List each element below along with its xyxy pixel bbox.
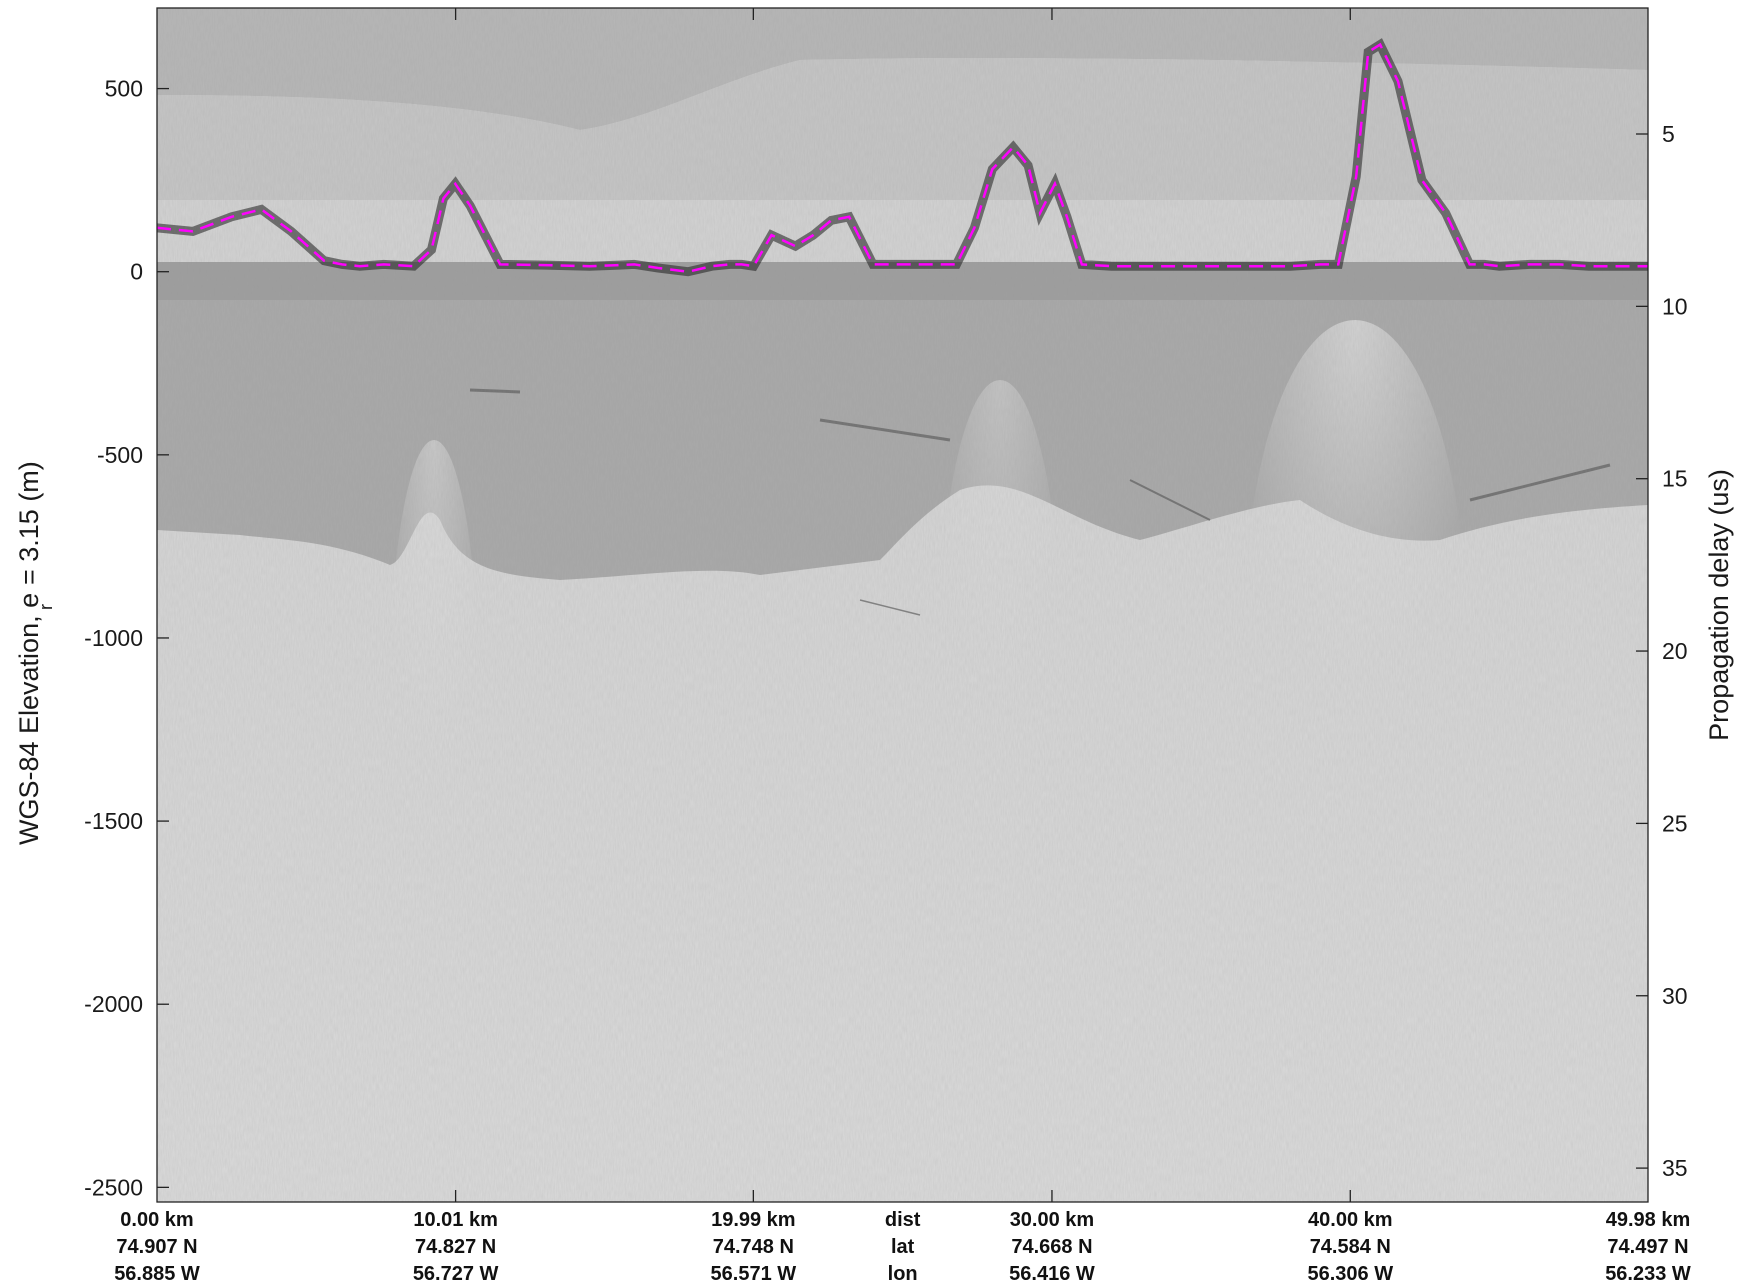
x-label-dist: 49.98 km [1606,1209,1691,1231]
left-axis-ticks: 500 0 -500 -1000 -1500 -2000 -2500 [84,76,169,1200]
x-axis-labels: 0.00 km 74.907 N 56.885 W 10.01 km 74.827 N 5… [114,1209,1691,1281]
x-label-dist: 10.01 km [413,1209,498,1231]
x-label-lat: 74.827 N [415,1236,496,1258]
x-label-dist: 30.00 km [1010,1209,1095,1231]
left-tick-label: 0 [130,259,143,285]
right-tick-label: 5 [1662,121,1675,147]
left-tick-label: -500 [97,442,143,468]
right-tick-label: 30 [1662,983,1688,1009]
x-row-name: lat [891,1236,915,1258]
left-axis-label: WGS-84 Elevation, e [14,593,44,845]
x-label-lat: 74.584 N [1310,1236,1391,1258]
right-tick-label: 10 [1662,293,1688,319]
left-tick-label: -1000 [84,625,143,651]
surface-pick-line [157,42,1648,273]
x-label-lat: 74.907 N [116,1236,197,1258]
x-label-lat: 74.668 N [1011,1236,1092,1258]
right-axis-label: Propagation delay (us) [1704,469,1734,741]
x-label-lon: 56.727 W [413,1263,499,1281]
left-tick-label: 500 [105,76,143,102]
right-tick-label: 35 [1662,1155,1688,1181]
right-axis-ticks: 5 10 15 20 25 30 35 [1636,121,1688,1181]
x-label-lat: 74.497 N [1607,1236,1688,1258]
left-tick-label: -1500 [84,808,143,834]
x-label-dist: 40.00 km [1308,1209,1393,1231]
radar-image [157,8,1648,1202]
x-label-lon: 56.233 W [1605,1263,1691,1281]
x-row-name: dist [885,1209,921,1231]
left-axis-label-suffix: = 3.15 (m) [14,461,44,585]
x-label-dist: 0.00 km [120,1209,193,1231]
x-label-lon: 56.885 W [114,1263,200,1281]
x-label-lon: 56.416 W [1009,1263,1095,1281]
x-label-lon: 56.571 W [711,1263,797,1281]
right-tick-label: 25 [1662,810,1688,836]
x-label-lat: 74.748 N [713,1236,794,1258]
left-tick-label: -2000 [84,991,143,1017]
left-axis-title: WGS-84 Elevation, e r = 3.15 (m) [14,461,56,845]
left-tick-label: -2500 [84,1174,143,1200]
plot-frame [156,7,1649,1203]
x-tick-marks [454,8,1351,1202]
x-row-name: lon [888,1263,918,1281]
right-tick-label: 15 [1662,466,1688,492]
x-label-lon: 56.306 W [1307,1263,1393,1281]
left-axis-label-subscript: r [36,604,56,610]
right-tick-label: 20 [1662,638,1688,664]
x-label-dist: 19.99 km [711,1209,796,1231]
